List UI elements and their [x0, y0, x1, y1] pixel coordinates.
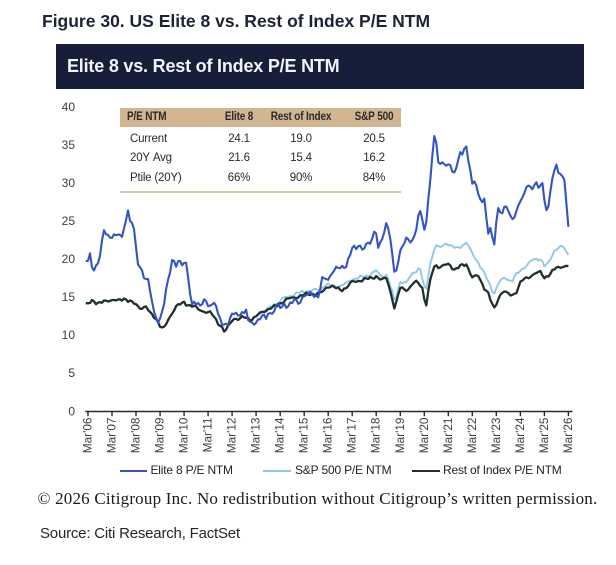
svg-text:15: 15	[62, 290, 76, 304]
svg-text:30: 30	[62, 176, 76, 190]
svg-text:Mar'12: Mar'12	[225, 418, 239, 454]
svg-text:0: 0	[68, 404, 75, 418]
svg-text:Mar'13: Mar'13	[249, 417, 263, 453]
svg-text:Mar'25: Mar'25	[537, 417, 551, 453]
svg-text:5: 5	[68, 366, 75, 380]
svg-text:Mar'14: Mar'14	[273, 417, 287, 453]
svg-text:Mar'19: Mar'19	[393, 418, 407, 454]
svg-text:Mar'07: Mar'07	[105, 418, 119, 454]
svg-text:Mar'15: Mar'15	[297, 417, 311, 453]
svg-text:Mar'10: Mar'10	[177, 417, 191, 453]
svg-text:Mar'08: Mar'08	[129, 417, 143, 453]
svg-text:Mar'11: Mar'11	[201, 418, 215, 453]
svg-text:10: 10	[62, 328, 76, 342]
svg-text:Mar'18: Mar'18	[369, 417, 383, 453]
svg-text:Mar'22: Mar'22	[465, 418, 479, 454]
svg-text:25: 25	[62, 214, 76, 228]
svg-text:40: 40	[62, 100, 76, 114]
svg-text:Mar'17: Mar'17	[345, 418, 359, 454]
svg-text:Mar'23: Mar'23	[489, 417, 503, 453]
svg-text:Mar'09: Mar'09	[153, 418, 167, 454]
svg-text:Mar'06: Mar'06	[81, 417, 95, 453]
svg-text:Mar'26: Mar'26	[561, 417, 575, 453]
svg-text:35: 35	[62, 138, 76, 152]
svg-text:Mar'16: Mar'16	[321, 417, 335, 453]
svg-text:Mar'20: Mar'20	[417, 417, 431, 453]
svg-text:Mar'24: Mar'24	[513, 417, 527, 453]
svg-text:Mar'21: Mar'21	[441, 418, 455, 454]
svg-text:20: 20	[62, 252, 76, 266]
